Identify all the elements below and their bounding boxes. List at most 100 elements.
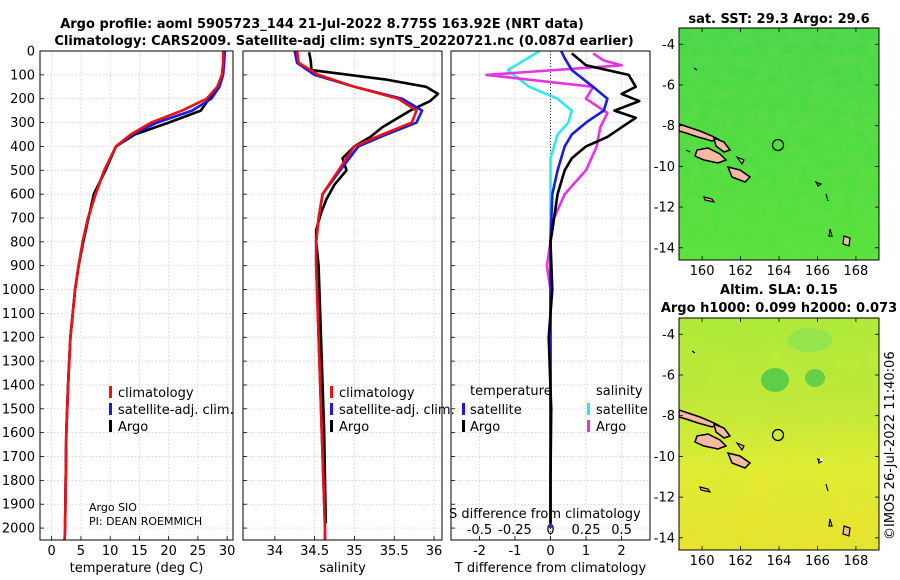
series-climatology [295, 50, 418, 540]
map-y-tick-label: -14 [654, 241, 675, 256]
y-tick-label: 1600 [2, 426, 35, 441]
x-axis-label: salinity [319, 561, 366, 576]
map-y-tick-label: -4 [662, 38, 675, 53]
argo-location-marker [771, 138, 785, 152]
map-y-tick-label: -4 [662, 328, 675, 343]
top-tick-label: -0.25 [498, 523, 532, 538]
y-tick-label: 1800 [2, 474, 35, 489]
y-tick-label: 600 [10, 188, 35, 203]
argo-institution: Argo SIO [89, 501, 137, 514]
plot-frame [242, 50, 443, 541]
legend-satellite-swatch [330, 403, 333, 415]
plot-frame [39, 50, 234, 541]
sla-map-subtitle: Argo h1000: 0.099 h2000: 0.073 [661, 301, 897, 316]
x-tick-label: 36 [426, 544, 443, 559]
difference-temperature-legend: temperature satellite Argo [462, 384, 552, 435]
map-y-tick-label: -10 [654, 450, 675, 465]
y-tick-label: 800 [10, 235, 35, 250]
map-x-tick-label: 164 [767, 554, 792, 569]
map-y-tick-label: -10 [654, 160, 675, 175]
x-tick-label: 20 [160, 544, 177, 559]
x-tick-label: 15 [131, 544, 148, 559]
y-tick-label: 1200 [2, 331, 35, 346]
x-tick-label: 34 [267, 544, 284, 559]
map-x-tick-label: 160 [690, 554, 715, 569]
x-tick-label: 5 [77, 544, 85, 559]
legend-sal-satellite-label: satellite [596, 403, 648, 418]
sla-map-title: Altim. SLA: 0.15 [720, 283, 838, 298]
x-tick-label: 0 [546, 544, 554, 559]
y-tick-label: 1700 [2, 450, 35, 465]
map-y-tick-label: -12 [654, 201, 675, 216]
x-tick-label: 35.5 [380, 544, 409, 559]
sst-islands [679, 67, 851, 247]
imos-credit: ©IMOS 26-Jul-2022 11:40:06 [883, 351, 898, 540]
map-x-tick-label: 166 [805, 554, 830, 569]
x-tick-label: -2 [473, 544, 486, 559]
top-tick-label: -0.5 [467, 523, 492, 538]
map-y-tick-label: -12 [654, 491, 675, 506]
top-tick-label: 0 [546, 523, 554, 538]
sla-texture [679, 318, 879, 550]
plot-area [40, 51, 233, 540]
legend-climatology-swatch [330, 386, 333, 398]
figure-title-line1: Argo profile: aoml 5905723_144 21-Jul-20… [60, 17, 584, 32]
x-tick-label: 30 [219, 544, 236, 559]
legend-satellite-label: satellite-adj. clim. [339, 403, 455, 418]
y-tick-label: 500 [10, 164, 35, 179]
legend-temp-argo-label: Argo [470, 420, 500, 435]
argo-pi: PI: DEAN ROEMMICH [89, 515, 202, 528]
map-x-tick-label: 164 [767, 264, 792, 279]
sst-texture [679, 28, 879, 260]
x-tick-label: 25 [190, 544, 207, 559]
y-tick-label: 2000 [2, 522, 35, 537]
legend-temp-satellite-swatch [462, 403, 465, 415]
legend-temperature-heading: temperature [470, 384, 552, 399]
sst-map [678, 27, 880, 261]
legend-sal-argo-label: Argo [596, 420, 626, 435]
map-x-tick-label: 162 [728, 554, 753, 569]
y-tick-label: 1100 [2, 307, 35, 322]
map-x-tick-label: 160 [690, 264, 715, 279]
y-tick-label: 100 [10, 68, 35, 83]
y-tick-label: 400 [10, 140, 35, 155]
legend-sal-argo-swatch [587, 420, 590, 432]
map-y-tick-label: -8 [662, 119, 675, 134]
top-tick-label: 0.5 [611, 523, 632, 538]
sla-map [678, 317, 880, 551]
map-x-tick-label: 168 [844, 554, 869, 569]
y-tick-label: 0 [27, 45, 35, 60]
legend-climatology-swatch [109, 386, 112, 398]
y-tick-label: 1000 [2, 283, 35, 298]
plot-area [243, 51, 442, 540]
legend-climatology-label: climatology [118, 386, 194, 401]
sst-map-axes: 160 162 164 166 168 -4 -6 -8 -10 -12 -14 [654, 28, 879, 279]
map-y-tick-label: -14 [654, 531, 675, 546]
legend-argo-label: Argo [339, 420, 369, 435]
legend-argo-swatch [330, 420, 333, 432]
y-tick-label: 900 [10, 259, 35, 274]
map-y-tick-label: -8 [662, 409, 675, 424]
legend-climatology-label: climatology [339, 386, 415, 401]
legend-temp-satellite-label: satellite [470, 403, 522, 418]
x-tick-label: -1 [508, 544, 521, 559]
legend-argo-swatch [109, 420, 112, 432]
legend-satellite-label: satellite-adj. clim. [118, 403, 234, 418]
x-axis-label: T difference from climatology [454, 561, 647, 576]
y-tick-label: 1400 [2, 378, 35, 393]
legend-temp-argo-swatch [462, 420, 465, 432]
legend-sal-satellite-swatch [587, 403, 590, 415]
y-tick-label: 300 [10, 116, 35, 131]
x-axis-label: temperature (deg C) [70, 561, 204, 576]
map-x-tick-label: 166 [805, 264, 830, 279]
x-tick-label: 1 [582, 544, 590, 559]
x-tick-label: 35 [346, 544, 363, 559]
y-tick-label: 1500 [2, 402, 35, 417]
sla-islands [679, 328, 851, 537]
salinity-profile-panel: 34 34.5 35 35.5 36 salinity [242, 50, 443, 576]
series-climatology [63, 51, 225, 541]
x-tick-label: 0 [48, 544, 56, 559]
legend-salinity-heading: salinity [596, 384, 643, 399]
y-tick-label: 1900 [2, 498, 35, 513]
